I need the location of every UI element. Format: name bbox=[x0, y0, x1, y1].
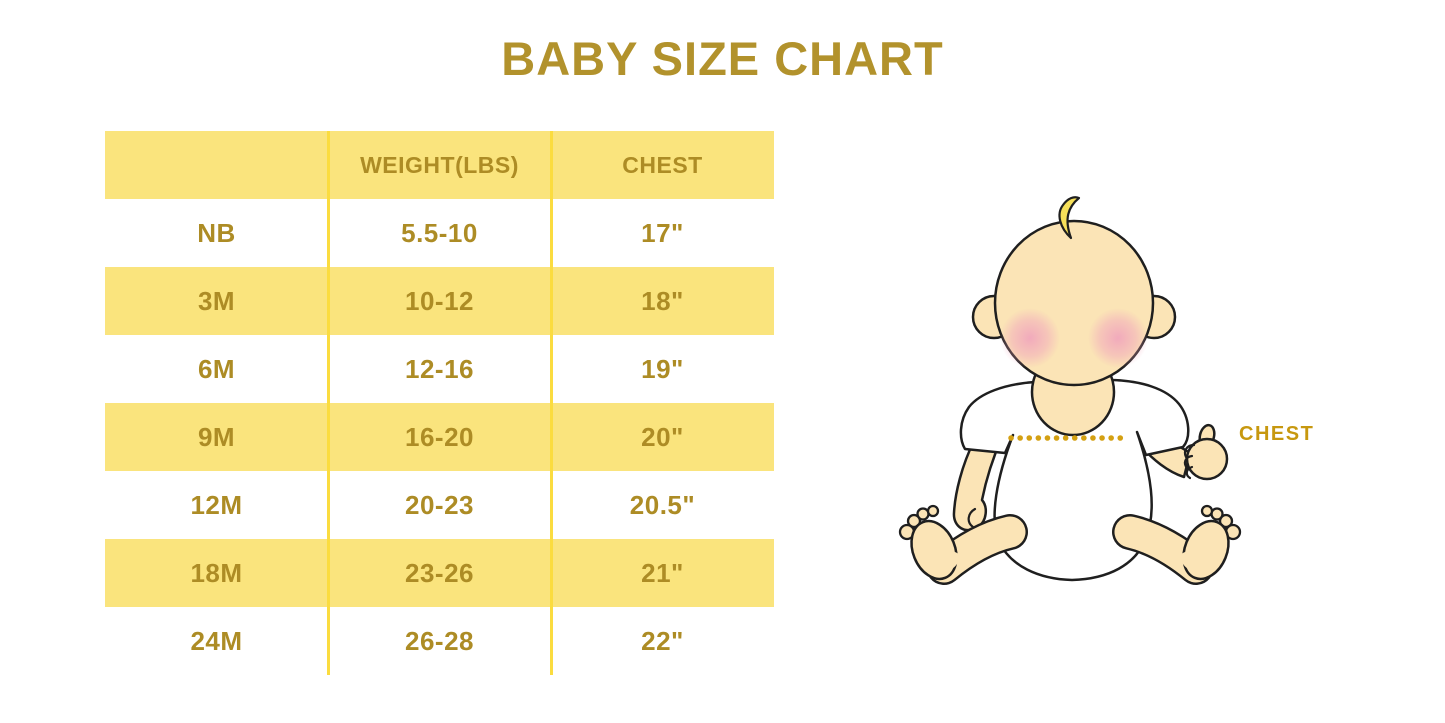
baby-hair-curl bbox=[1058, 196, 1081, 240]
table-row: 9M 16-20 20" bbox=[105, 403, 774, 471]
baby-blush-right bbox=[1088, 308, 1148, 368]
weight-cell: 23-26 bbox=[405, 557, 474, 588]
table-row: 3M 10-12 18" bbox=[105, 267, 774, 335]
baby-right-foot bbox=[1180, 504, 1242, 581]
column-divider bbox=[550, 131, 553, 675]
weight-cell: 20-23 bbox=[405, 489, 474, 520]
size-cell: 18M bbox=[190, 557, 243, 588]
header-size bbox=[105, 131, 328, 199]
size-cell: 24M bbox=[190, 625, 243, 656]
baby-illustration bbox=[898, 196, 1242, 585]
size-cell: NB bbox=[197, 217, 236, 248]
chest-cell: 20.5" bbox=[629, 489, 696, 520]
header-chest: CHEST bbox=[622, 151, 703, 178]
header-weight: WEIGHT(LBS) bbox=[360, 151, 519, 178]
size-cell: 3M bbox=[197, 285, 236, 316]
page-title: BABY SIZE CHART bbox=[501, 32, 944, 85]
table-row: 6M 12-16 19" bbox=[105, 335, 774, 403]
chest-cell: 19" bbox=[641, 353, 684, 384]
chest-cell: 21" bbox=[641, 557, 684, 588]
chest-measure-label: CHEST bbox=[1239, 423, 1315, 445]
table-row: NB 5.5-10 17" bbox=[105, 199, 774, 267]
table-header-row: WEIGHT(LBS) CHEST bbox=[105, 131, 774, 199]
size-table: WEIGHT(LBS) CHEST NB 5.5-10 17" 3M 10-12… bbox=[105, 131, 774, 675]
column-divider bbox=[327, 131, 330, 675]
chest-cell: 17" bbox=[641, 217, 684, 248]
weight-cell: 26-28 bbox=[405, 625, 474, 656]
table-row: 18M 23-26 21" bbox=[105, 539, 774, 607]
weight-cell: 12-16 bbox=[405, 353, 474, 384]
size-cell: 12M bbox=[190, 489, 243, 520]
table-row: 24M 26-28 22" bbox=[105, 607, 774, 675]
chest-cell: 20" bbox=[641, 421, 684, 452]
baby-right-leg bbox=[1112, 504, 1242, 585]
table-row: 12M 20-23 20.5" bbox=[105, 471, 774, 539]
size-cell: 9M bbox=[197, 421, 236, 452]
baby-left-leg bbox=[898, 504, 1028, 585]
baby-blush-left bbox=[1000, 308, 1060, 368]
chest-cell: 22" bbox=[641, 625, 684, 656]
chest-cell: 18" bbox=[641, 285, 684, 316]
weight-cell: 10-12 bbox=[405, 285, 474, 316]
size-cell: 6M bbox=[197, 353, 236, 384]
weight-cell: 5.5-10 bbox=[401, 217, 478, 248]
baby-left-foot bbox=[898, 504, 960, 581]
weight-cell: 16-20 bbox=[405, 421, 474, 452]
